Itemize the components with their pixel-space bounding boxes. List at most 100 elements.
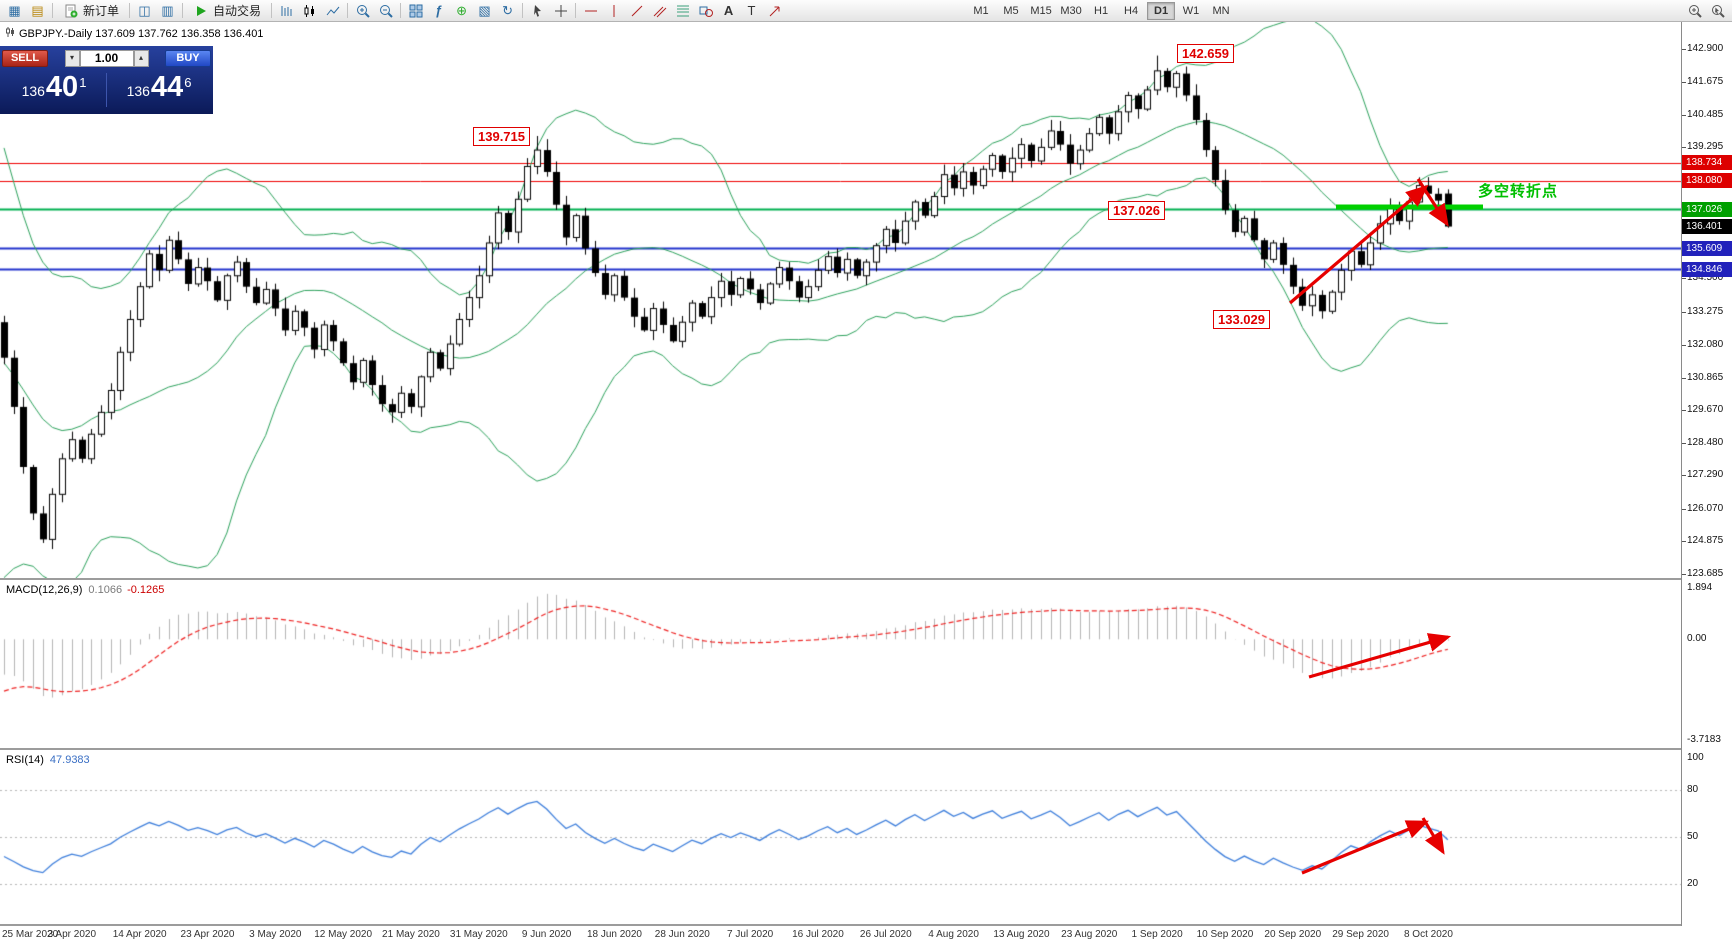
trendline-icon[interactable] xyxy=(625,2,648,20)
sell-button[interactable]: SELL xyxy=(2,49,48,67)
date-axis-label: 4 Aug 2020 xyxy=(928,929,979,940)
panel-separator[interactable] xyxy=(0,748,1732,750)
volume-control: ▾ ▴ xyxy=(51,49,162,67)
text-label-icon[interactable]: T xyxy=(747,3,756,18)
price-axis-tick: 134.500 xyxy=(1687,272,1724,284)
price-axis-tickmark xyxy=(1682,147,1686,148)
new-order-button[interactable]: 新订单 xyxy=(56,2,126,20)
price-level-box: 135.609 xyxy=(1682,240,1732,256)
timeframe-h4-button[interactable]: H4 xyxy=(1124,4,1139,17)
rsi-axis-tick: 80 xyxy=(1687,783,1699,795)
toolbar-separator xyxy=(400,3,402,18)
zoom-in-icon[interactable] xyxy=(351,2,374,20)
indicators-icon[interactable]: ƒ xyxy=(434,3,443,18)
autotrade-button[interactable]: 自动交易 xyxy=(186,2,268,20)
volume-input[interactable] xyxy=(79,49,134,67)
price-axis-tickmark xyxy=(1682,378,1686,379)
price-axis-tickmark xyxy=(1682,443,1686,444)
add-indicator-icon[interactable]: ⊕ xyxy=(456,2,467,18)
market-watch-icon[interactable]: ▥ xyxy=(161,2,174,18)
buy-price[interactable]: 136 44 6 xyxy=(107,70,211,108)
channel-icon[interactable] xyxy=(648,2,671,20)
fibonacci-icon[interactable] xyxy=(671,2,694,20)
macd-axis-tick: -3.7183 xyxy=(1687,734,1721,745)
price-axis-tick: 126.070 xyxy=(1687,502,1724,514)
rsi-axis-tick: 100 xyxy=(1687,752,1704,763)
panel-separator[interactable] xyxy=(0,924,1732,926)
date-axis-label: 20 Sep 2020 xyxy=(1264,929,1322,940)
sell-price-pips: 40 xyxy=(45,70,79,103)
tile-windows-icon[interactable] xyxy=(404,2,427,20)
sell-price[interactable]: 136 40 1 xyxy=(2,70,106,108)
sell-price-prefix: 136 xyxy=(21,82,45,99)
new-chart-icon[interactable]: ▦ xyxy=(8,2,21,18)
crosshair-icon[interactable] xyxy=(549,2,572,20)
price-axis-tick: 130.865 xyxy=(1687,371,1724,383)
toolbar-separator xyxy=(182,3,184,18)
hline-icon[interactable] xyxy=(579,2,602,20)
templates-icon[interactable]: ▧ xyxy=(478,2,491,18)
price-axis: 142.900 141.675 140.485 139.295 134.500 133.2… xyxy=(1682,22,1732,926)
volume-increase-button[interactable]: ▴ xyxy=(133,49,149,67)
date-axis-label: 10 Sep 2020 xyxy=(1196,929,1254,940)
timeframe-m1-button[interactable]: M1 xyxy=(973,4,989,17)
rsi-panel-canvas[interactable] xyxy=(0,750,1681,924)
rsi-indicator-label: RSI(14) 47.9383 xyxy=(6,754,90,766)
rsi-value: 47.9383 xyxy=(49,754,90,766)
main-chart-canvas[interactable] xyxy=(0,22,1681,578)
date-axis-label: 18 Jun 2020 xyxy=(586,929,642,940)
timeframe-w1-button[interactable]: W1 xyxy=(1182,4,1200,17)
toolbar-separator xyxy=(52,3,53,18)
macd-main-value: 0.1066 xyxy=(88,584,123,596)
buy-button[interactable]: BUY xyxy=(165,49,211,67)
date-axis-label: 13 Aug 2020 xyxy=(993,929,1050,940)
price-level-box: 138.080 xyxy=(1682,173,1732,189)
timeframe-mn-button[interactable]: MN xyxy=(1212,4,1230,17)
timeframe-m5-button[interactable]: M5 xyxy=(1003,4,1019,17)
cursor-icon[interactable] xyxy=(526,2,549,20)
price-axis-tickmark xyxy=(1682,475,1686,476)
arrows-icon[interactable] xyxy=(763,2,786,20)
shapes-icon[interactable] xyxy=(694,2,717,20)
price-axis-tickmark xyxy=(1682,82,1686,83)
toolbar-separator xyxy=(575,3,577,18)
zoom-out-icon[interactable] xyxy=(374,2,397,20)
date-axis-label: 25 Mar 2020 xyxy=(2,929,59,940)
volume-decrease-button[interactable]: ▾ xyxy=(64,49,80,67)
date-axis-label: 3 May 2020 xyxy=(249,929,302,940)
buy-price-point: 6 xyxy=(184,74,192,90)
price-callout-box[interactable]: 133.029 xyxy=(1213,310,1270,329)
price-callout-box[interactable]: 139.715 xyxy=(473,127,530,146)
date-axis-label: 9 Jun 2020 xyxy=(521,929,572,940)
line-chart-icon[interactable] xyxy=(321,2,344,20)
candlestick-chart-icon[interactable] xyxy=(298,2,321,20)
search-plus-icon[interactable] xyxy=(1683,2,1706,20)
search-cursor-icon[interactable] xyxy=(1706,2,1729,20)
price-axis-tick: 124.875 xyxy=(1687,535,1724,547)
date-axis-label: 12 May 2020 xyxy=(314,929,373,940)
refresh-icon[interactable]: ↻ xyxy=(502,2,513,18)
timeframe-m15-button[interactable]: M15 xyxy=(1030,4,1052,17)
turning-point-label: 多空转折点 xyxy=(1478,183,1559,200)
timeframe-m30-button[interactable]: M30 xyxy=(1060,4,1082,17)
text-icon[interactable]: A xyxy=(723,3,734,18)
timeframe-d1-button[interactable]: D1 xyxy=(1147,1,1176,20)
toolbar-separator xyxy=(522,3,524,18)
bar-chart-icon[interactable] xyxy=(275,2,298,20)
macd-panel-canvas[interactable] xyxy=(0,580,1681,748)
price-axis-tickmark xyxy=(1682,541,1686,542)
profiles-icon[interactable]: ▤ xyxy=(31,2,44,18)
price-callout-box[interactable]: 137.026 xyxy=(1108,201,1165,220)
chart-window-icon[interactable]: ◫ xyxy=(138,2,151,18)
date-axis: 25 Mar 2020 3 Apr 2020 14 Apr 2020 23 Apr 2… xyxy=(0,926,1681,944)
price-axis-tickmark xyxy=(1682,410,1686,411)
vline-icon[interactable] xyxy=(602,2,625,20)
timeframe-h1-button[interactable]: H1 xyxy=(1094,4,1109,17)
buy-price-pips: 44 xyxy=(150,70,184,103)
macd-indicator-label: MACD(12,26,9) 0.1066 -0.1265 xyxy=(6,584,164,596)
price-callout-box[interactable]: 142.659 xyxy=(1177,44,1234,63)
macd-axis-tick: 1.894 xyxy=(1687,582,1713,593)
panel-separator[interactable] xyxy=(0,578,1732,580)
